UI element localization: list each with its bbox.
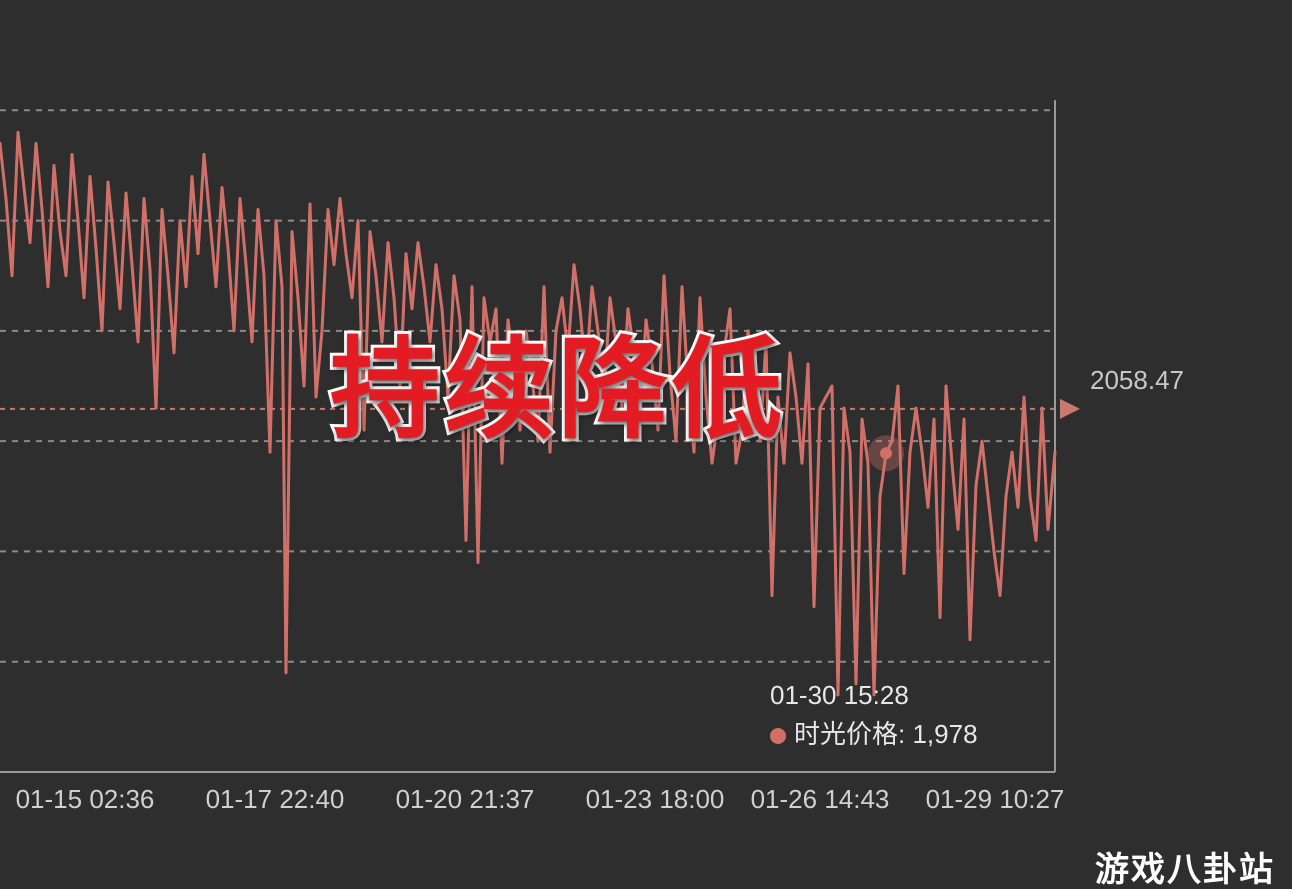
tooltip-timestamp: 01-30 15:28	[770, 676, 978, 715]
reference-value-label: 2058.47	[1090, 365, 1184, 396]
watermark: 游戏八卦站	[1095, 842, 1275, 889]
chart-tooltip: 01-30 15:28 时光价格: 1,978	[770, 676, 978, 754]
tooltip-row: 时光价格: 1,978	[770, 715, 978, 754]
x-tick-label: 01-29 10:27	[926, 784, 1065, 815]
x-tick-label: 01-15 02:36	[16, 784, 155, 815]
x-tick-label: 01-20 21:37	[396, 784, 535, 815]
x-tick-label: 01-26 14:43	[751, 784, 890, 815]
tooltip-dot	[770, 728, 786, 744]
overlay-title: 持续降低	[330, 300, 786, 460]
x-tick-label: 01-17 22:40	[206, 784, 345, 815]
tooltip-series: 时光价格	[794, 719, 898, 749]
x-tick-label: 01-23 18:00	[586, 784, 725, 815]
tooltip-value: 1,978	[912, 719, 977, 749]
price-chart[interactable]: 持续降低 01-30 15:28 时光价格: 1,978 2058.47 01-…	[0, 0, 1292, 889]
